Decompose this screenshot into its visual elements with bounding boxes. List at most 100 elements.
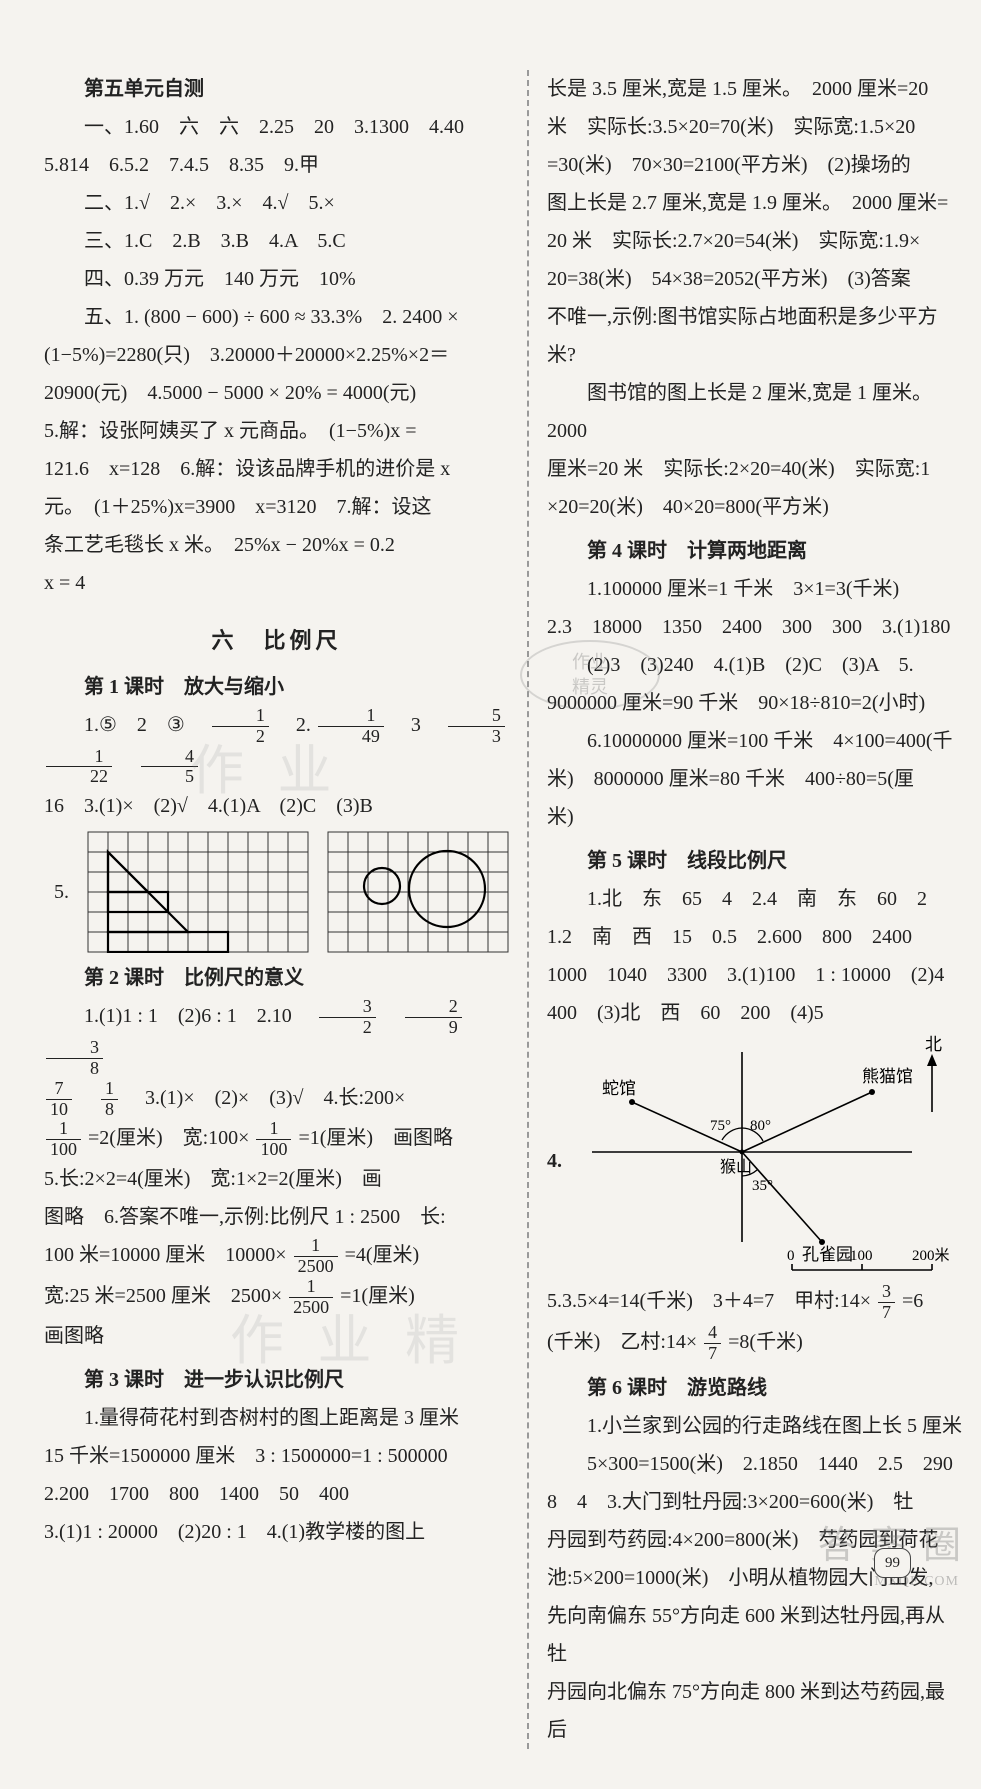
text-line: 6.10000000 厘米=100 千米 4×100=400(千: [547, 722, 962, 760]
text-line: 米) 8000000 厘米=80 千米 400÷80=5(厘: [547, 760, 962, 798]
text: =4(厘米): [345, 1244, 420, 1266]
text: 3: [391, 714, 441, 736]
compass-diagram: 4.: [547, 1032, 962, 1282]
fraction: 122: [46, 747, 112, 788]
fraction: 38: [46, 1038, 103, 1079]
lesson-5-line: 5.3.5×4=14(千米) 3＋4=7 甲村:14× 37 =6: [547, 1282, 962, 1323]
fraction: 47: [704, 1323, 721, 1364]
text-line: 图略 6.答案不唯一,示例:比例尺 1 : 2500 长:: [44, 1198, 509, 1236]
fraction: 12: [212, 706, 269, 747]
scale-100: 100: [850, 1248, 873, 1264]
text-line: 400 (3)北 西 60 200 (4)5: [547, 994, 962, 1032]
fraction: 1100: [46, 1119, 81, 1160]
snake-label: 蛇馆: [602, 1079, 636, 1098]
angle-80: 80°: [750, 1118, 771, 1134]
fraction: 53: [448, 706, 505, 747]
lesson-2-line: 宽:25 米=2500 厘米 2500× 12500 =1(厘米): [44, 1277, 509, 1318]
text-line: 1.北 东 65 4 2.4 南 东 60 2: [547, 880, 962, 918]
text-line: (2)3 (3)240 4.(1)B (2)C (3)A 5.: [547, 646, 962, 684]
lesson-2-line: 1.(1)1 : 1 (2)6 : 1 2.10 32 29 38: [44, 997, 509, 1078]
text: =1(厘米) 画图略: [298, 1127, 453, 1149]
fraction: 710: [46, 1079, 72, 1120]
column-divider: [527, 70, 529, 1749]
text: 100 米=10000 厘米 10000×: [44, 1244, 287, 1266]
lesson-4-heading: 第 4 课时 计算两地距离: [547, 532, 962, 570]
lesson-6-heading: 第 6 课时 游览路线: [547, 1369, 962, 1407]
text-line: 20 米 实际长:2.7×20=54(米) 实际宽:1.9×: [547, 222, 962, 260]
text-line: 5.长:2×2=4(厘米) 宽:1×2=2(厘米) 画: [44, 1160, 509, 1198]
text-line: x = 4: [44, 564, 509, 602]
unit5-heading: 第五单元自测: [44, 70, 509, 108]
text-line: 条工艺毛毯长 x 米。 25%x − 20%x = 0.2: [44, 526, 509, 564]
text: 5.3.5×4=14(千米) 3＋4=7 甲村:14×: [547, 1290, 871, 1312]
section-6-title: 六 比例尺: [44, 620, 509, 662]
text-line: 五、1. (800 − 600) ÷ 600 ≈ 33.3% 2. 2400 ×: [44, 298, 509, 336]
text: =2(厘米) 宽:100×: [88, 1127, 249, 1149]
fraction: 12500: [289, 1277, 333, 1318]
text-line: 1.小兰家到公园的行走路线在图上长 5 厘米: [547, 1407, 962, 1445]
text-line: 三、1.C 2.B 3.B 4.A 5.C: [44, 222, 509, 260]
text-line: 米): [547, 798, 962, 836]
text-line: 2.3 18000 1350 2400 300 300 3.(1)180: [547, 608, 962, 646]
left-column: 第五单元自测 一、1.60 六 六 2.25 20 3.1300 4.40 5.…: [30, 70, 523, 1749]
lesson-2-line: 710 18 3.(1)× (2)× (3)√ 4.长:200×: [44, 1079, 509, 1120]
lesson-3-heading: 第 3 课时 进一步认识比例尺: [44, 1361, 509, 1399]
lesson-2-line: 1100 =2(厘米) 宽:100× 1100 =1(厘米) 画图略: [44, 1119, 509, 1160]
text-line: 厘米=20 米 实际长:2×20=40(米) 实际宽:1: [547, 450, 962, 488]
text: =6: [902, 1290, 923, 1312]
text-line: 121.6 x=128 6.解：设该品牌手机的进价是 x: [44, 450, 509, 488]
text: 2.: [276, 714, 311, 736]
lesson-2-line: 100 米=10000 厘米 10000× 12500 =4(厘米): [44, 1236, 509, 1277]
peacock-label: 孔雀园: [802, 1245, 853, 1264]
monkey-label: 猴山: [720, 1158, 752, 1176]
text: 宽:25 米=2500 厘米 2500×: [44, 1285, 282, 1307]
text-line: 丹园向北偏东 75°方向走 800 米到达芍药园,最后: [547, 1673, 962, 1749]
fraction: 18: [101, 1079, 118, 1120]
lesson-1-heading: 第 1 课时 放大与缩小: [44, 668, 509, 706]
text: 1.⑤ 2 ③: [84, 714, 205, 736]
fraction: 32: [319, 997, 376, 1038]
lesson-1-line: 1.⑤ 2 ③ 12 2. 149 3 53 122 45: [44, 706, 509, 787]
lesson-2-heading: 第 2 课时 比例尺的意义: [44, 959, 509, 997]
text: 3.(1)× (2)× (3)√ 4.长:200×: [125, 1087, 405, 1109]
text-line: 长是 3.5 厘米,宽是 1.5 厘米。 2000 厘米=20: [547, 70, 962, 108]
grid-shapes-svg: [87, 831, 309, 953]
lesson-5-line: (千米) 乙村:14× 47 =8(千米): [547, 1323, 962, 1364]
fraction: 1100: [256, 1119, 291, 1160]
lesson-5-heading: 第 5 课时 线段比例尺: [547, 842, 962, 880]
fraction: 12500: [294, 1236, 338, 1277]
grid-diagrams: 5.: [54, 831, 509, 953]
text-line: 15 千米=1500000 厘米 3 : 1500000=1 : 500000: [44, 1437, 509, 1475]
fraction: 45: [141, 747, 198, 788]
fraction: 149: [318, 706, 384, 747]
text-line: 3.(1)1 : 20000 (2)20 : 1 4.(1)教学楼的图上: [44, 1513, 509, 1551]
text-line: 16 3.(1)× (2)√ 4.(1)A (2)C (3)B: [44, 787, 509, 825]
text-line: 图上长是 2.7 厘米,宽是 1.9 厘米。 2000 厘米=: [547, 184, 962, 222]
text-line: (1−5%)=2280(只) 3.20000＋20000×2.25%×2＝: [44, 336, 509, 374]
text: (千米) 乙村:14×: [547, 1331, 697, 1353]
panda-label: 熊猫馆: [862, 1067, 913, 1086]
text-line: 5.解：设张阿姨买了 x 元商品。 (1−5%)x =: [44, 412, 509, 450]
item-4-label: 4.: [547, 1142, 562, 1180]
text-line: 9000000 厘米=90 千米 90×18÷810=2(小时): [547, 684, 962, 722]
text-line: 先向南偏东 55°方向走 600 米到达牡丹园,再从牡: [547, 1597, 962, 1673]
text-line: 20900(元) 4.5000 − 5000 × 20% = 4000(元): [44, 374, 509, 412]
text-line: 米 实际长:3.5×20=70(米) 实际宽:1.5×20: [547, 108, 962, 146]
text-line: 元。 (1＋25%)x=3900 x=3120 7.解：设这: [44, 488, 509, 526]
text-line: 图书馆的图上长是 2 厘米,宽是 1 厘米。 2000: [547, 374, 962, 450]
text-line: 四、0.39 万元 140 万元 10%: [44, 260, 509, 298]
text-line: 二、1.√ 2.× 3.× 4.√ 5.×: [44, 184, 509, 222]
text-line: 1000 1040 3300 3.(1)100 1 : 10000 (2)4: [547, 956, 962, 994]
text-line: 一、1.60 六 六 2.25 20 3.1300 4.40: [44, 108, 509, 146]
text-line: =30(米) 70×30=2100(平方米) (2)操场的: [547, 146, 962, 184]
right-column: 长是 3.5 厘米,宽是 1.5 厘米。 2000 厘米=20 米 实际长:3.…: [533, 70, 976, 1749]
text: =8(千米): [728, 1331, 803, 1353]
page-number: 99: [874, 1548, 911, 1579]
text-line: 不唯一,示例:图书馆实际占地面积是多少平方米?: [547, 298, 962, 374]
text: 1.(1)1 : 1 (2)6 : 1 2.10: [84, 1005, 312, 1027]
text-line: 1.2 南 西 15 0.5 2.600 800 2400: [547, 918, 962, 956]
text-line: 5×300=1500(米) 2.1850 1440 2.5 290: [547, 1445, 962, 1483]
compass-svg: 北 蛇馆 熊猫馆 猴山 孔雀园 75° 80° 35° 0 100 200米: [562, 1032, 962, 1282]
scale-0: 0: [787, 1248, 795, 1264]
scale-200: 200米: [912, 1247, 950, 1264]
